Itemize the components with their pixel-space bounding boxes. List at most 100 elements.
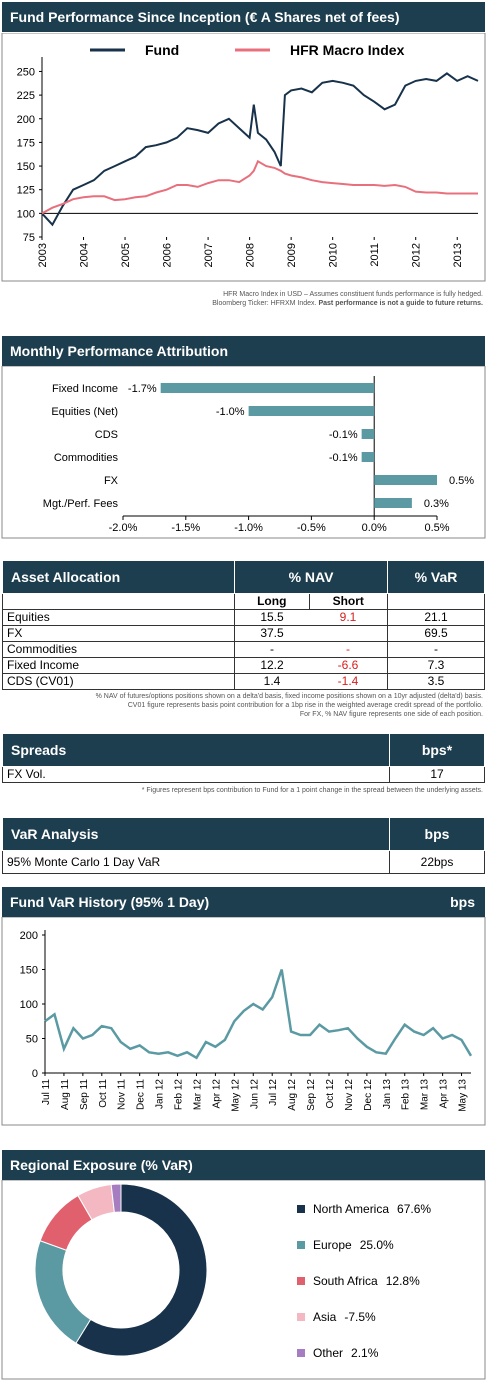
x-tick-label: 2007 xyxy=(203,243,215,267)
legend-swatch xyxy=(297,1313,305,1321)
y-tick-label: 50 xyxy=(26,1034,38,1046)
td: 15.5 xyxy=(234,609,310,626)
x-tick-label: Jul 11 xyxy=(41,1079,52,1105)
y-tick-label: 100 xyxy=(20,999,38,1011)
td: - xyxy=(387,641,485,658)
th: VaR Analysis xyxy=(2,817,390,851)
y-tick-label: 75 xyxy=(23,232,35,244)
legend-label: Other xyxy=(313,1346,343,1360)
row: CDS (CV01) 1.4 -1.4 3.5 xyxy=(2,673,485,690)
note: Bloomberg Ticker: HFRXM Index. xyxy=(212,300,317,307)
td xyxy=(387,593,485,610)
category-label: Equities (Net) xyxy=(51,406,118,418)
bar xyxy=(374,498,412,508)
x-tick-label: -1.5% xyxy=(171,522,200,534)
y-tick-label: 200 xyxy=(20,930,38,942)
td: CDS (CV01) xyxy=(2,673,235,690)
section-header: Fund Performance Since Inception (€ A Sh… xyxy=(2,2,485,32)
line xyxy=(41,72,479,227)
y-tick-label: 200 xyxy=(17,114,35,126)
x-tick-label: 2013 xyxy=(452,243,464,267)
legend-value: 67.6% xyxy=(397,1202,431,1216)
title: Fund Performance Since Inception (€ A Sh… xyxy=(10,9,400,25)
legend-swatch xyxy=(297,1241,305,1249)
x-tick-label: 2004 xyxy=(79,243,91,267)
legend-value: 12.8% xyxy=(386,1274,420,1288)
td: FX Vol. xyxy=(2,766,390,783)
td: 21.1 xyxy=(387,609,485,626)
td: 7.3 xyxy=(387,657,485,674)
value-label: -1.0% xyxy=(216,406,245,418)
x-tick-label: Oct 11 xyxy=(98,1079,109,1108)
legend-label: Fund xyxy=(145,42,179,58)
legend-value: 25.0% xyxy=(360,1238,394,1252)
td: 9.1 xyxy=(309,609,389,626)
slice xyxy=(75,1183,208,1357)
td: Short xyxy=(308,593,389,610)
category-label: Fixed Income xyxy=(52,383,118,395)
y-tick-label: 175 xyxy=(17,137,35,149)
title: Monthly Performance Attribution xyxy=(10,343,229,359)
td: 3.5 xyxy=(387,673,485,690)
legend-label: HFR Macro Index xyxy=(290,42,405,58)
x-tick-label: Jan 13 xyxy=(382,1079,393,1109)
x-tick-label: 2008 xyxy=(245,243,257,267)
x-tick-label: -0.5% xyxy=(297,522,326,534)
x-tick-label: Jun 12 xyxy=(249,1079,260,1109)
bar xyxy=(374,475,437,485)
x-tick-label: 2006 xyxy=(162,243,174,267)
frame xyxy=(1,917,486,1126)
th: bps* xyxy=(389,733,485,767)
footnote: * Figures represent bps contribution to … xyxy=(141,787,483,794)
slice xyxy=(34,1240,92,1344)
x-tick-label: 2010 xyxy=(328,243,340,267)
note: CV01 figure represents basis point contr… xyxy=(127,702,483,709)
td xyxy=(309,625,389,642)
x-tick-label: Apr 13 xyxy=(439,1079,450,1109)
x-tick-label: -1.0% xyxy=(234,522,263,534)
y-tick-label: 0 xyxy=(32,1068,38,1080)
x-tick-label: Apr 12 xyxy=(211,1079,222,1109)
spreads-table: Spreads bps* FX Vol. 17 xyxy=(2,733,485,783)
section-header: Monthly Performance Attribution xyxy=(2,336,485,366)
legend-label: Asia xyxy=(313,1310,337,1324)
note: For FX, % NAV figure represents one side… xyxy=(299,711,483,718)
legend-swatch xyxy=(297,1349,305,1357)
legend-label: Europe xyxy=(313,1238,352,1252)
td: - xyxy=(309,641,389,658)
th: % VaR xyxy=(387,560,485,594)
th: Spreads xyxy=(2,733,390,767)
y-tick-label: 100 xyxy=(17,208,35,220)
x-tick-label: 2012 xyxy=(411,243,423,267)
x-tick-label: Nov 11 xyxy=(117,1079,128,1110)
chart: 75 100 125 150 175 200 225 250 2003 2004 2005 2006 2… xyxy=(1,33,486,282)
td: 95% Monte Carlo 1 Day VaR xyxy=(2,850,390,874)
th: bps xyxy=(389,817,485,851)
var-table: VaR Analysis bps 95% Monte Carlo 1 Day Va… xyxy=(2,817,485,874)
chart: -2.0% -1.5% -1.0% -0.5% 0.0% 0.5% Fixed Income… xyxy=(1,366,486,539)
title: Fund VaR History (95% 1 Day) xyxy=(10,894,210,910)
y-tick-label: 125 xyxy=(17,185,35,197)
category-label: Mgt./Perf. Fees xyxy=(43,498,119,510)
td: Fixed Income xyxy=(2,657,235,674)
td: Commodities xyxy=(2,641,235,658)
frame xyxy=(1,1180,486,1380)
td: 37.5 xyxy=(234,625,310,642)
value-label: -0.1% xyxy=(329,429,358,441)
note: Past performance is not a guide to futur… xyxy=(318,300,483,307)
x-tick-label: 2011 xyxy=(369,243,381,267)
value-label: 0.3% xyxy=(424,498,449,510)
x-tick-label: -2.0% xyxy=(109,522,138,534)
td: 17 xyxy=(389,766,485,783)
row: Equities 15.5 9.1 21.1 xyxy=(2,609,485,626)
td: -1.4 xyxy=(309,673,389,690)
th: Asset Allocation xyxy=(2,560,235,594)
chart: North America 67.6% Europe 25.0% South Afric… xyxy=(1,1180,486,1380)
frame xyxy=(1,33,486,282)
td: 22bps xyxy=(389,850,485,874)
x-tick-label: 2009 xyxy=(286,243,298,267)
note: HFR Macro Index in USD – Assumes constit… xyxy=(223,291,483,298)
legend-label: South Africa xyxy=(313,1274,378,1288)
chart: 0 50 100 150 200 Jul 11 Aug 11 Sep 11 Oct 11 Nov … xyxy=(1,917,486,1126)
